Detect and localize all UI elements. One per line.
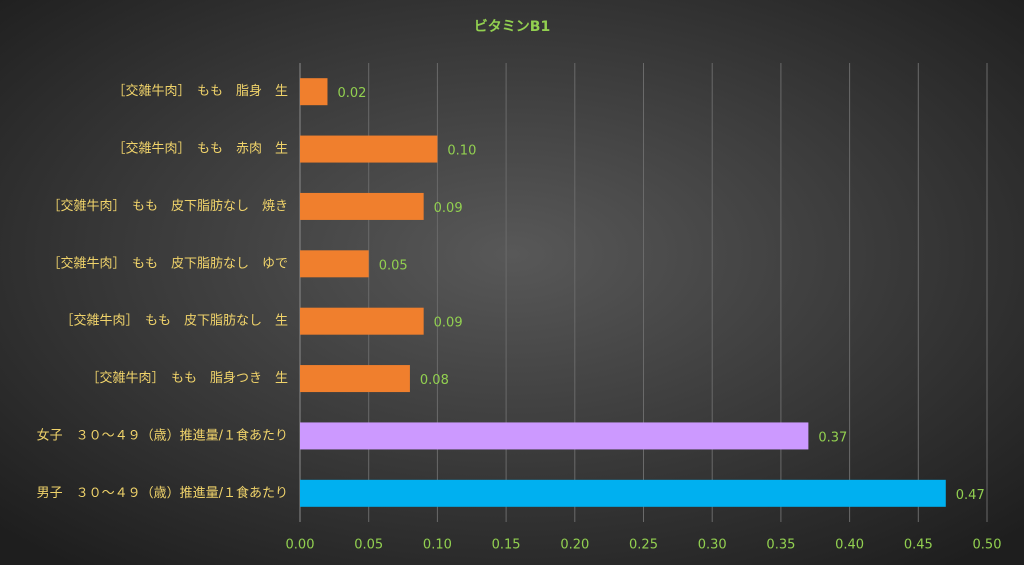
x-tick-label: 0.40 [835, 538, 864, 553]
x-tick-label: 0.15 [492, 538, 521, 553]
bar [300, 365, 410, 393]
y-tick-label: 女子 ３０～４９（歳）推進量/１食あたり [37, 427, 288, 443]
x-tick-label: 0.05 [354, 538, 383, 553]
bar [300, 307, 424, 335]
chart-title: ビタミンB1 [474, 19, 550, 35]
value-label: 0.02 [337, 86, 366, 101]
y-tick-label: ［交雑牛肉］ もも 脂身 生 [112, 83, 288, 99]
bar [300, 78, 328, 106]
value-label: 0.05 [379, 258, 408, 273]
x-tick-label: 0.50 [973, 538, 1002, 553]
value-label: 0.10 [447, 144, 476, 159]
x-tick-label: 0.45 [904, 538, 933, 553]
x-tick-label: 0.00 [286, 538, 315, 553]
bar [300, 135, 438, 163]
x-tick-label: 0.25 [629, 538, 658, 553]
y-tick-label: ［交雑牛肉］ もも 皮下脂肪なし 生 [60, 313, 288, 329]
value-label: 0.09 [434, 201, 463, 216]
y-tick-label: 男子 ３０～４９（歳）推進量/１食あたり [37, 485, 288, 501]
bar [300, 479, 946, 507]
x-tick-label: 0.35 [766, 538, 795, 553]
y-tick-label: ［交雑牛肉］ もも 皮下脂肪なし ゆで [47, 255, 288, 271]
x-tick-label: 0.20 [560, 538, 589, 553]
value-label: 0.47 [956, 488, 985, 503]
value-label: 0.08 [420, 373, 449, 388]
x-tick-label: 0.10 [423, 538, 452, 553]
y-tick-label: ［交雑牛肉］ もも 赤肉 生 [112, 141, 288, 157]
y-tick-label: ［交雑牛肉］ もも 皮下脂肪なし 焼き [47, 198, 288, 214]
value-label: 0.09 [434, 316, 463, 331]
y-tick-label: ［交雑牛肉］ もも 脂身つき 生 [86, 370, 288, 386]
bar [300, 250, 369, 278]
value-label: 0.37 [818, 430, 847, 445]
bar [300, 422, 809, 450]
bar [300, 192, 424, 220]
x-tick-label: 0.30 [698, 538, 727, 553]
